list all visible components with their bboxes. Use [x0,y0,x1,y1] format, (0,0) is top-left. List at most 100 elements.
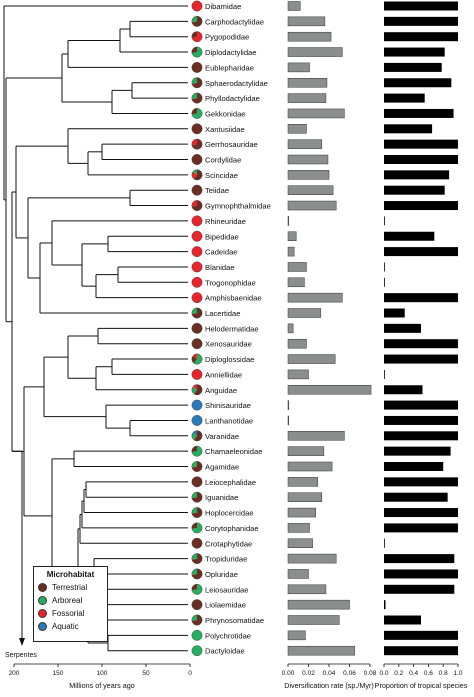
tropical-axis: 0.0 0.2 0.4 0.6 0.8 1.0 Proportion of tropical… [375,663,468,690]
pie-slice [191,584,197,591]
diversification-bar [287,645,355,656]
microhabitat-pie [191,31,203,43]
diversification-bar [287,277,305,288]
taxon-label: Gerrhosauridae [205,140,258,149]
diversification-bar [287,538,313,548]
pie-outline [191,353,203,365]
tick-label: 0.6 [424,670,433,677]
tropical-bar [384,385,423,395]
taxon-label: Eublepharidae [205,63,254,72]
tropical-bar [384,308,405,318]
pie-slice [191,31,197,38]
taxon-label: Leiocephalidae [205,478,256,487]
taxon-label: Cadeidae [205,248,238,257]
taxon-label: Bipedidae [205,232,239,241]
tropical-bar [384,231,435,241]
legend-item-arboreal: Arboreal [38,594,103,607]
diversification-bar [287,154,329,165]
microhabitat-pie [191,353,203,365]
tropical-bar [384,124,433,134]
pie-slice [191,261,203,273]
diversification-bar [287,200,337,211]
taxon-label: Corytophanidae [205,524,259,533]
pie-outline [191,138,203,150]
taxon-label: Polychrotidae [205,631,251,640]
legend-label: Fossorial [52,609,85,618]
tropical-bar [384,170,450,180]
legend-label: Aquatic [52,622,79,631]
tropical-bar [384,216,385,226]
diversification-bar [287,62,310,73]
pie-slice [191,200,203,211]
taxon-label: Diploglossidae [205,355,254,364]
pie-slice [191,322,203,334]
microhabitat-pie [191,491,203,503]
taxon-label: Dibamidae [205,2,241,11]
pie-slice [191,492,203,503]
diversification-bar [287,246,295,257]
pie-outline [191,522,203,534]
pie-slice [191,522,197,529]
taxon-label: Rhineuridae [205,217,246,226]
tick-label: 0.06 [343,670,356,677]
diversification-bar [287,553,337,564]
pie-slice [191,171,197,180]
microhabitat-pie [191,77,203,89]
tick-label: 50 [142,670,150,677]
pie-slice [191,386,197,394]
microhabitat-pie [191,276,203,288]
microhabitat-pie [191,614,203,626]
tropical-bar [384,584,455,594]
tropical-bar [384,339,458,349]
taxon-label: Anguidae [205,386,237,395]
tick-label: 0.4 [409,670,418,677]
pie-slice [193,430,203,441]
microhabitat-pie [191,629,203,641]
microhabitat-pie [191,553,203,564]
pie-outline [191,31,203,43]
diversification-bar [287,523,310,533]
tropical-bar [384,201,458,211]
tropical-bar [384,538,385,548]
microhabitat-pie [191,0,203,12]
arboreal-swatch [38,596,47,605]
tropical-bar [384,431,458,441]
taxon-label: Agamidae [205,463,239,472]
diversification-bar [287,31,332,42]
pie-outline [191,200,203,211]
diversification-bar [287,507,316,518]
pie-outline [191,614,203,626]
taxon-label: Gekkonidae [205,109,246,118]
tropical-bar [384,462,444,471]
tropical-bar [384,600,386,610]
tropical-bar [384,108,454,118]
pie-slice [193,353,203,365]
pie-slice [191,507,203,518]
diversification-bar [287,292,343,303]
pie-slice [191,77,203,88]
diversification-bar [287,400,290,410]
pie-slice [191,584,203,595]
tropical-bar [384,369,385,379]
tropical-bar [384,630,458,640]
tropical-bar [384,354,458,364]
pie-slice [191,338,203,350]
pie-slice [191,507,197,514]
pie-slice [191,77,197,84]
diversification-bar [287,446,325,456]
pie-slice [191,31,203,42]
diversification-bar [287,431,345,441]
diversification-bar [287,231,297,241]
tick-label: 0.2 [394,670,403,677]
tropical-bar [384,185,445,195]
microhabitat-pie [191,108,203,119]
microhabitat-pie [191,261,203,273]
microhabitat-pie [191,215,203,227]
microhabitat-pie [191,46,203,58]
taxon-label: Amphisbaenidae [205,294,262,303]
pie-outline [191,461,203,472]
pie-outline [191,169,203,181]
pie-outline [191,553,203,564]
pie-slice [191,200,197,207]
terrestrial-swatch [38,583,47,592]
